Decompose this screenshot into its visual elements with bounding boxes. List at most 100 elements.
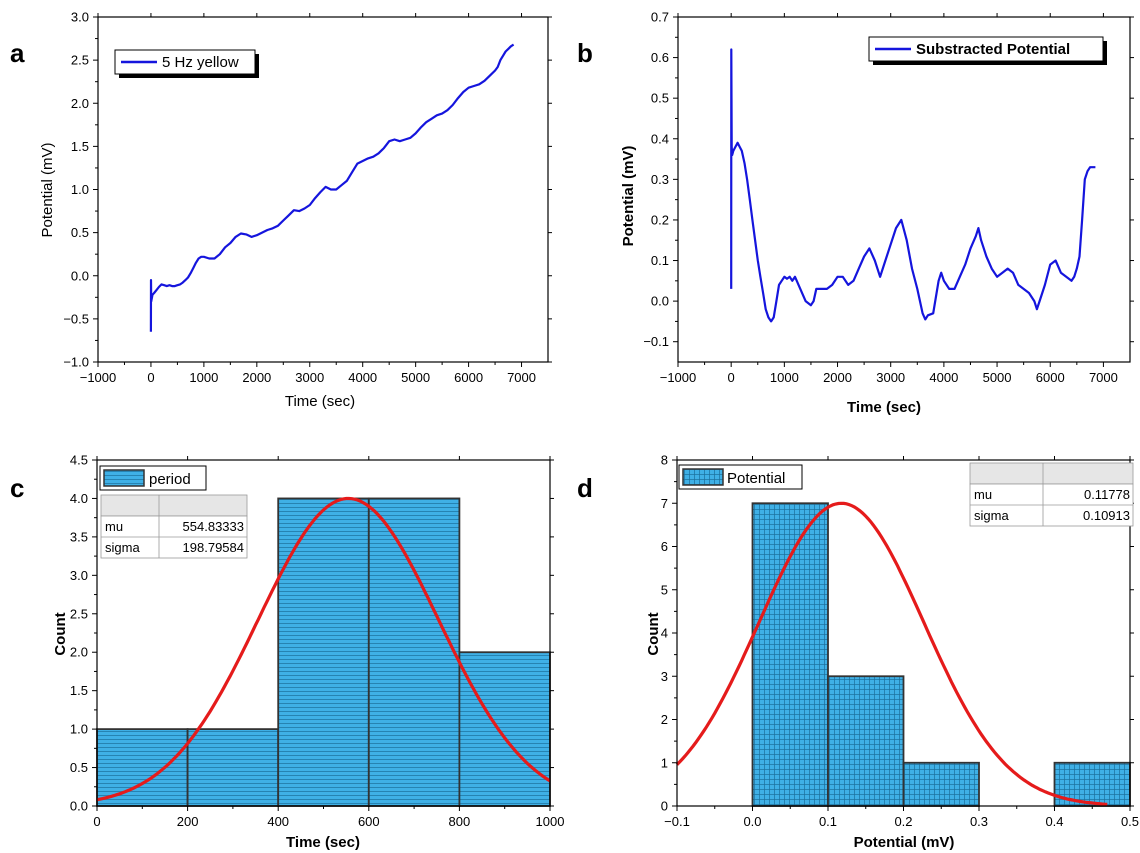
panel-d-ytick-label: 2	[661, 712, 668, 727]
panel-a-ytick-label: 1.0	[71, 182, 89, 197]
panel-label-d: d	[577, 473, 593, 503]
panel-a-ytick-label: 2.5	[71, 53, 89, 68]
panel-c-ylabel: Count	[52, 612, 69, 655]
panel-label-c: c	[10, 473, 24, 503]
panel-c-xtick-label: 400	[267, 814, 289, 829]
panel-d-xtick-label: 0.5	[1121, 814, 1139, 829]
panel-d-ytick-label: 7	[661, 496, 668, 511]
panel-d-marks: −0.1 0.0 0.1 0.2 0.3 0.4 0.5 0 1 2 3 4 5 6 7 8	[661, 453, 1139, 830]
panel-c-xtick-label: 0	[93, 814, 100, 829]
panel-label-b: b	[577, 38, 593, 68]
panel-b-plot-frame	[677, 16, 1131, 363]
panel-a-ytick-label: 0.5	[71, 225, 89, 240]
panel-c-xtick-label: 600	[358, 814, 380, 829]
panel-c-ytick-label: 1.0	[70, 722, 88, 737]
panel-b-ytick-label: 0.5	[651, 91, 669, 106]
panel-b-marks: −1000 0 1000 2000 3000 4000 5000 6000 7000 −0.1 0.…	[643, 10, 1134, 385]
panel-d-stats-table: mu 0.11778 sigma 0.10913	[969, 462, 1134, 527]
panel-d-histogram-bar	[902, 761, 980, 807]
panel-a-xtick-label: −1000	[80, 370, 117, 385]
panel-c-ytick-label: 2.5	[70, 606, 88, 621]
panel-d-normal-fit-curve	[675, 501, 1108, 806]
panel-d-xlabel: Potential (mV)	[854, 834, 955, 851]
panel-c-xtick-label: 800	[449, 814, 471, 829]
panel-c-ytick-label: 1.5	[70, 683, 88, 698]
panel-d-ytick-label: 6	[661, 539, 668, 554]
panel-c-xlabel: Time (sec)	[286, 834, 360, 851]
panel-c-histogram-bar	[96, 728, 189, 807]
panel-c-ytick-label: 4.0	[70, 491, 88, 506]
panel-b: b −1000 0 1000 2000 3000 4000 5000 6000 7000 −0.1…	[577, 10, 1134, 416]
panel-b-ytick-label: −0.1	[643, 334, 669, 349]
panel-d-ytick-label: 1	[661, 755, 668, 770]
panel-c-stats-sigma-label: sigma	[105, 540, 140, 555]
panel-c-ytick-label: 2.0	[70, 645, 88, 660]
panel-a-xtick-label: 4000	[348, 370, 377, 385]
panel-c-histogram-bar	[277, 497, 370, 807]
panel-b-ytick-label: 0.0	[651, 294, 669, 309]
panel-d-ytick-label: 4	[661, 626, 668, 641]
panel-d-xtick-label: −0.1	[664, 814, 690, 829]
panel-d-plot-frame	[676, 459, 1131, 807]
panel-c-xtick-label: 1000	[536, 814, 565, 829]
panel-d-stats-sigma-value: 0.10913	[1083, 508, 1130, 523]
panel-d-legend: Potential	[678, 464, 803, 490]
panel-c-marks: 0 200 400 600 800 1000 0.0 0.5 1.0 1.5 2.0 2.5 3.0 3.…	[70, 453, 565, 830]
panel-d-xtick-label: 0.3	[970, 814, 988, 829]
panel-a-ytick-label: −1.0	[63, 355, 89, 370]
panel-d-ytick-label: 3	[661, 669, 668, 684]
panel-a-xtick-label: 6000	[454, 370, 483, 385]
panel-c-legend-swatch	[103, 469, 145, 487]
panel-b-xtick-label: 5000	[983, 370, 1012, 385]
panel-c-ytick-label: 0.5	[70, 760, 88, 775]
panel-b-legend-label: Substracted Potential	[916, 41, 1070, 58]
panel-a-ylabel: Potential (mV)	[39, 142, 56, 237]
panel-c-legend: period	[99, 465, 207, 491]
panel-b-xtick-label: 3000	[876, 370, 905, 385]
panel-d-legend-label: Potential	[727, 470, 785, 487]
panel-c-ytick-label: 0.0	[70, 799, 88, 814]
panel-d-ylabel: Count	[645, 612, 662, 655]
panel-a-xtick-label: 2000	[242, 370, 271, 385]
panel-c-stats-table: mu 554.83333 sigma 198.79584	[100, 494, 248, 559]
panel-label-a: a	[10, 38, 25, 68]
panel-a-gridlines: −1000 0 1000 2000 3000 4000 5000 6000 7000 −1.0 −0…	[63, 10, 552, 385]
panel-d-xtick-label: 0.2	[894, 814, 912, 829]
panel-a-xtick-label: 7000	[507, 370, 536, 385]
panel-a-plot-frame	[97, 16, 549, 363]
panel-c-stats-mu-value: 554.83333	[183, 519, 244, 534]
panel-d-histogram-bar	[827, 675, 905, 807]
panel-b-ytick-label: 0.2	[651, 212, 669, 227]
panel-b-xtick-label: 7000	[1089, 370, 1118, 385]
panel-a: a −1000 0 1000 2000 3000 4000 5000 6000 7000 −1.0…	[10, 10, 552, 410]
panel-c-histogram-bar	[186, 728, 280, 807]
panel-c-ytick-label: 3.5	[70, 529, 88, 544]
panel-c-plot-frame	[96, 459, 551, 807]
panel-b-ytick-label: 0.7	[651, 10, 669, 25]
panel-b-xtick-label: −1000	[660, 370, 697, 385]
panel-d-stats-mu-value: 0.11778	[1084, 487, 1130, 502]
panel-b-ytick-label: 0.1	[651, 253, 669, 268]
panel-b-xtick-label: 1000	[770, 370, 799, 385]
panel-c-xtick-label: 200	[177, 814, 199, 829]
panel-a-xtick-label: 3000	[295, 370, 324, 385]
panel-a-ytick-label: −0.5	[63, 311, 89, 326]
panel-d-xtick-label: 0.4	[1045, 814, 1063, 829]
panel-a-legend-label: 5 Hz yellow	[162, 54, 239, 71]
panel-d-histogram-bar	[751, 502, 829, 807]
panel-d-ytick-label: 8	[661, 453, 668, 468]
panel-c-ytick-label: 3.0	[70, 568, 88, 583]
panel-b-xtick-label: 4000	[929, 370, 958, 385]
panel-c-histogram-bar	[458, 651, 551, 807]
panel-a-xtick-label: 0	[147, 370, 154, 385]
panel-c-stats-mu-label: mu	[105, 519, 123, 534]
panel-a-xlabel: Time (sec)	[285, 393, 355, 410]
panel-d-ytick-label: 0	[661, 799, 668, 814]
panel-b-series-line	[730, 48, 1096, 323]
panel-a-xtick-label: 5000	[401, 370, 430, 385]
panel-c-histogram-bar	[367, 497, 461, 807]
panel-a-xtick-label: 1000	[189, 370, 218, 385]
panel-d-stats-header	[969, 462, 1134, 485]
panel-b-ytick-label: 0.4	[651, 131, 669, 146]
